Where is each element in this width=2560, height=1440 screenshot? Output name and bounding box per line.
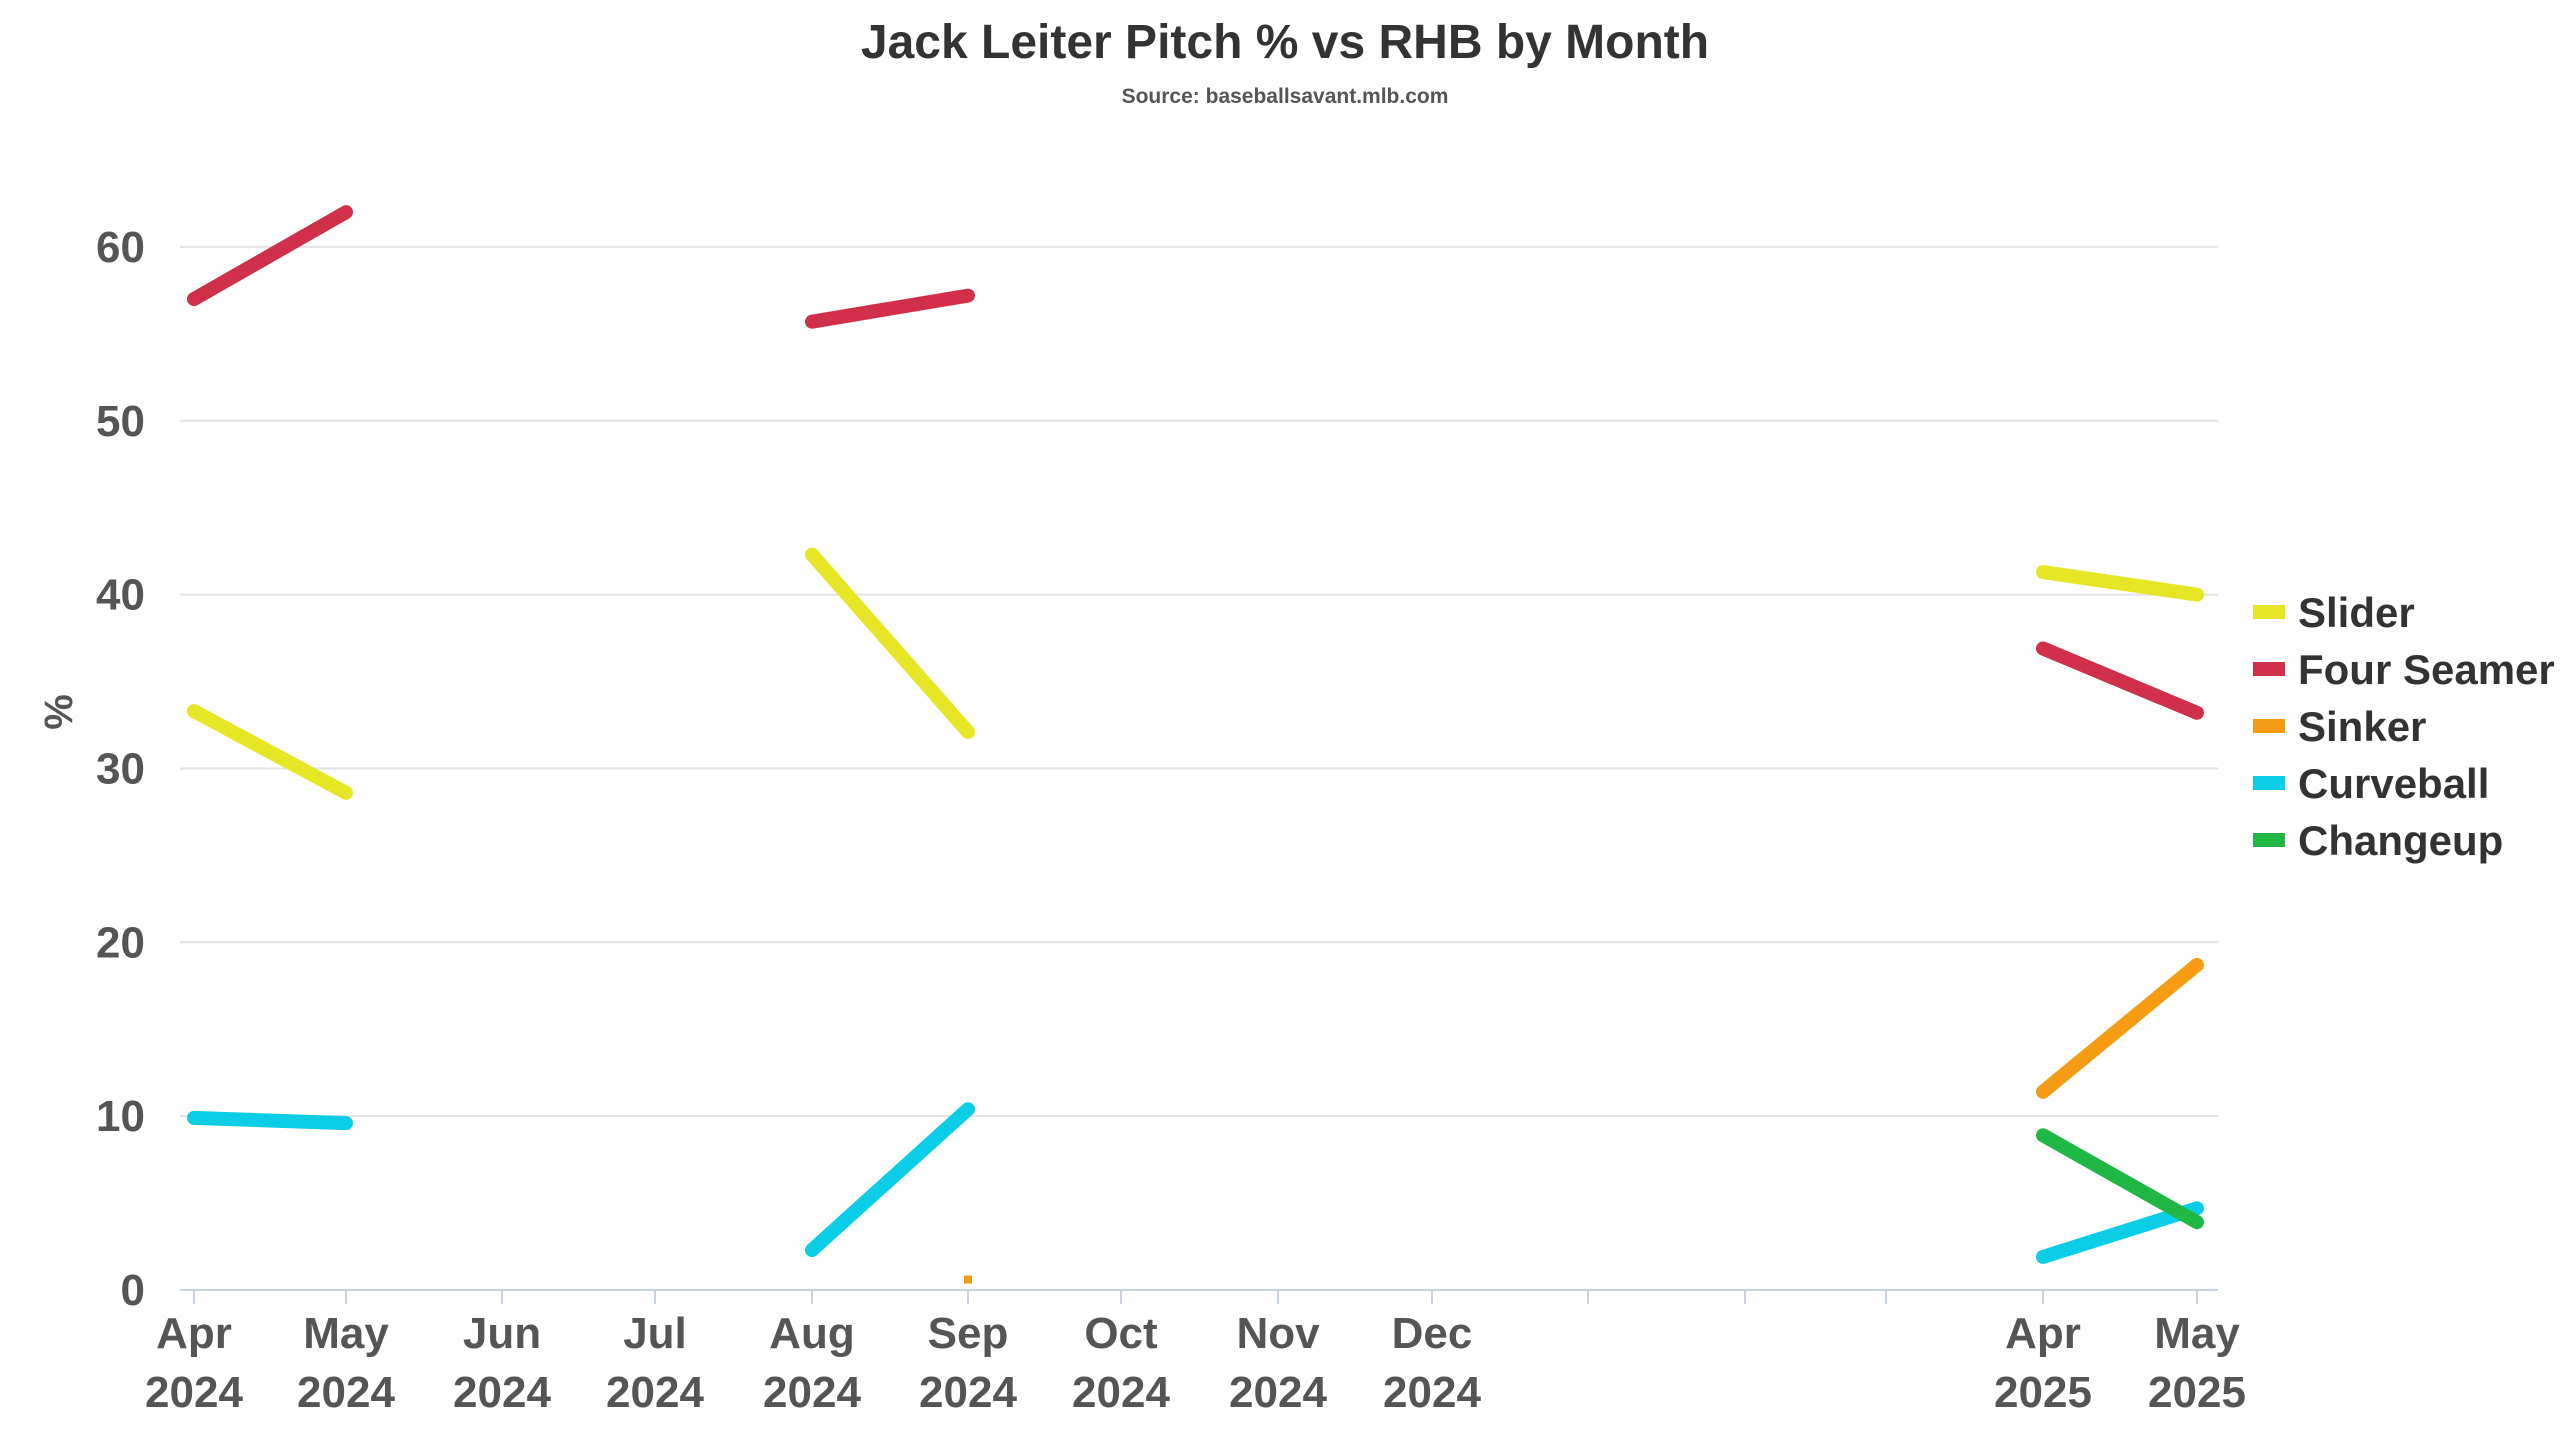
x-tick-label-month: Apr	[2005, 1309, 2081, 1358]
legend-label: Slider	[2298, 589, 2415, 636]
legend-label: Curveball	[2298, 760, 2489, 807]
chart-title: Jack Leiter Pitch % vs RHB by Month	[861, 16, 1709, 69]
x-tick-label-month: Oct	[1084, 1309, 1158, 1358]
y-tick-label: 40	[96, 571, 145, 620]
legend-item: Curveball	[2253, 760, 2489, 807]
y-tick-label: 60	[96, 223, 145, 272]
legend-swatch	[2253, 662, 2285, 676]
y-axis-label: %	[37, 694, 81, 730]
series-line-segment	[2036, 1128, 2204, 1230]
legend-swatch	[2253, 605, 2285, 619]
y-tick-label: 30	[96, 744, 145, 793]
legend-swatch	[2253, 776, 2285, 790]
series-line-segment	[187, 1110, 353, 1131]
x-tick-label-month: Dec	[1392, 1309, 1473, 1358]
x-tick-label-month: Jun	[463, 1309, 541, 1358]
series-line-segment	[187, 704, 353, 800]
series-changeup	[2036, 1128, 2204, 1230]
series-line-segment	[805, 288, 975, 329]
legend-label: Changeup	[2298, 817, 2503, 864]
x-tick-label-month: Nov	[1236, 1309, 1320, 1358]
chart-subtitle: Source: baseballsavant.mlb.com	[1122, 85, 1449, 108]
y-tick-label: 0	[121, 1266, 145, 1315]
gridlines	[180, 245, 2218, 1118]
legend-item: Changeup	[2253, 817, 2503, 864]
x-tick-label-month: Apr	[156, 1309, 232, 1358]
x-tick-label-year: 2024	[763, 1368, 861, 1417]
legend-label: Four Seamer	[2298, 646, 2555, 693]
y-tick-label: 50	[96, 397, 145, 446]
series-sinker	[964, 957, 2204, 1284]
x-tick-label-month: Jul	[623, 1309, 687, 1358]
legend-label: Sinker	[2298, 703, 2426, 750]
x-tick-label-year: 2025	[2148, 1368, 2246, 1417]
series-four-seamer	[187, 205, 2204, 720]
series-line-segment	[2036, 1201, 2204, 1264]
series-line-segment	[805, 547, 975, 739]
x-tick-label-year: 2024	[1383, 1368, 1481, 1417]
y-tick-label: 10	[96, 1092, 145, 1141]
legend-item: Sinker	[2253, 703, 2426, 750]
x-axis: 0 10 20 30 40 50 60 Apr 2024 May 2024 Jun 2024 Jul 202…	[96, 223, 2246, 1417]
x-tick-label-month: Aug	[769, 1309, 855, 1358]
x-tick-label-year: 2024	[1229, 1368, 1327, 1417]
x-tick-label-year: 2024	[1072, 1368, 1170, 1417]
legend-item: Slider	[2253, 589, 2415, 636]
series-lines	[187, 205, 2204, 1284]
y-tick-label: 20	[96, 918, 145, 967]
series-line-segment	[2036, 641, 2204, 720]
series-curveball	[187, 1102, 2204, 1264]
legend-swatch	[2253, 719, 2285, 733]
legend-swatch	[2253, 833, 2285, 847]
x-tick-label-year: 2024	[453, 1368, 551, 1417]
series-line-segment	[187, 205, 353, 307]
legend-item: Four Seamer	[2253, 646, 2555, 693]
x-tick-label-year: 2024	[297, 1368, 395, 1417]
legend: Slider Four Seamer Sinker Curveball Changeup	[2253, 589, 2555, 864]
series-line-segment	[2036, 565, 2204, 602]
data-point	[964, 1275, 972, 1284]
x-tick-label-year: 2024	[606, 1368, 704, 1417]
x-tick-label-year: 2024	[919, 1368, 1017, 1417]
x-tick-label-month: May	[303, 1309, 389, 1358]
series-line-segment	[2036, 957, 2204, 1099]
x-tick-label-month: Sep	[928, 1309, 1009, 1358]
series-line-segment	[805, 1102, 975, 1258]
x-tick-label-year: 2024	[145, 1368, 243, 1417]
x-tick-label-year: 2025	[1994, 1368, 2092, 1417]
x-tick-label-month: May	[2154, 1309, 2240, 1358]
series-slider	[187, 547, 2204, 800]
